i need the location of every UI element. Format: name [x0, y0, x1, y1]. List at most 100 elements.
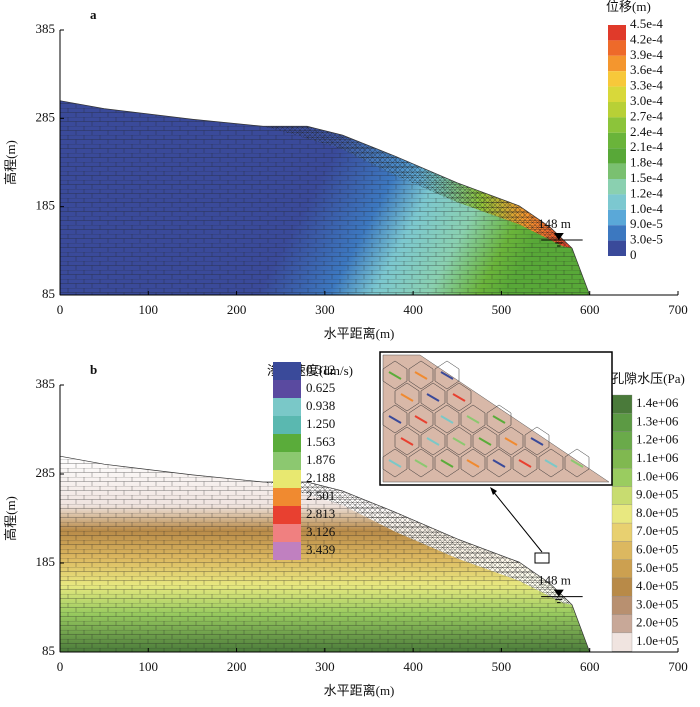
legend-label: 0.312 [306, 362, 335, 377]
legend-label: 1.563 [306, 434, 335, 449]
x-axis-label: 水平距离(m) [324, 683, 395, 698]
legend-swatch [273, 380, 301, 398]
legend-swatch [273, 506, 301, 524]
legend-swatch [273, 470, 301, 488]
annotation: 148 m [538, 573, 571, 588]
x-tick-label: 400 [403, 659, 423, 674]
inset-arrow [440, 459, 454, 468]
panel-label: b [90, 362, 97, 377]
legend-title: 孔隙水压(Pa) [611, 371, 685, 386]
inset-arrow [492, 415, 506, 424]
legend-swatch [608, 25, 626, 41]
legend-label: 1.1e+06 [636, 450, 679, 465]
x-tick-label: 500 [492, 302, 512, 317]
slope-outline [59, 100, 591, 296]
y-axis-label: 高程(m) [3, 496, 18, 541]
legend-label: 6.0e+05 [636, 542, 678, 557]
brick-pattern [60, 100, 590, 296]
inset-arrow [388, 371, 402, 380]
legend-label: 4.0e+05 [636, 578, 678, 593]
legend-label: 1.3e+06 [636, 413, 679, 428]
legend-swatch [608, 148, 626, 164]
inset-arrow [452, 437, 466, 446]
inset-cell [524, 426, 550, 456]
inset-cell [408, 360, 434, 390]
x-tick-label: 400 [403, 302, 423, 317]
legend-swatch [611, 394, 633, 414]
inset-arrow [530, 437, 544, 446]
inset-cell [382, 360, 408, 390]
x-tick-label: 100 [139, 659, 159, 674]
inset-cell [472, 426, 498, 456]
inset-cell [382, 404, 408, 434]
legend-label: 3.0e-5 [630, 232, 663, 247]
legend-label: 1.0e-4 [630, 201, 663, 216]
inset-cell [486, 448, 512, 478]
legend-label: 2.4e-4 [630, 124, 663, 139]
inset-cell [446, 426, 472, 456]
x-tick-label: 300 [315, 302, 335, 317]
x-tick-label: 500 [492, 659, 512, 674]
legend-label: 3.0e-4 [630, 93, 663, 108]
inset-cell [564, 448, 590, 478]
inset-pointer-head [490, 487, 497, 495]
inset-arrow [440, 371, 454, 380]
inset-cell [434, 404, 460, 434]
y-tick-label: 85 [42, 286, 55, 301]
legend-swatch [273, 524, 301, 542]
x-tick-label: 200 [227, 302, 247, 317]
inset-cell [486, 404, 512, 434]
inset-cell [446, 382, 472, 412]
legend-swatch [611, 541, 633, 560]
inset-arrow [492, 459, 506, 468]
x-tick-label: 200 [227, 659, 247, 674]
legend-swatch [608, 240, 626, 256]
slope-outline [59, 455, 591, 653]
legend-swatch [273, 398, 301, 416]
inset-source [534, 552, 550, 564]
legend-swatch [608, 194, 626, 210]
legend-swatch [611, 504, 633, 524]
inset-arrow [452, 393, 466, 402]
x-tick-label: 600 [580, 302, 600, 317]
y-tick-label: 385 [36, 21, 56, 36]
legend-swatch [611, 431, 633, 451]
legend-label: 1.876 [306, 452, 336, 467]
inset-cell [394, 426, 420, 456]
legend-label: 9.0e+05 [636, 487, 678, 502]
y-tick-label: 285 [36, 109, 56, 124]
x-tick-label: 300 [315, 659, 335, 674]
legend-swatch [608, 86, 626, 102]
legend-label: 1.0e+06 [636, 468, 679, 483]
legend-swatch [608, 179, 626, 195]
inset-arrow [388, 459, 402, 468]
inset-cell [408, 448, 434, 478]
legend-swatch [273, 434, 301, 452]
legend-label: 3.126 [306, 524, 336, 539]
inset-cell [512, 448, 538, 478]
x-tick-label: 700 [668, 659, 688, 674]
legend-label: 2.7e-4 [630, 108, 663, 123]
legend-swatch [611, 559, 633, 579]
inset-arrow [570, 459, 584, 468]
inset-arrow [440, 415, 454, 424]
legend-swatch [611, 449, 633, 469]
inset-arrow [426, 437, 440, 446]
legend-swatch [611, 522, 633, 542]
legend-label: 2.0e+05 [636, 615, 678, 630]
legend-label: 2.501 [306, 488, 335, 503]
legend-swatch [273, 416, 301, 434]
legend-swatch [611, 596, 633, 615]
inset-cell [460, 448, 486, 478]
legend-swatch [608, 225, 626, 241]
legend-title: 位移(m) [606, 0, 651, 14]
legend-swatch [611, 614, 633, 634]
inset-pointer [491, 489, 543, 553]
legend-label: 4.2e-4 [630, 31, 663, 46]
legend-label: 3.9e-4 [630, 47, 663, 62]
brick-pattern [60, 456, 590, 652]
y-tick-label: 185 [36, 554, 56, 569]
x-tick-label: 600 [580, 659, 600, 674]
y-tick-label: 385 [36, 376, 56, 391]
inset-arrow [414, 415, 428, 424]
